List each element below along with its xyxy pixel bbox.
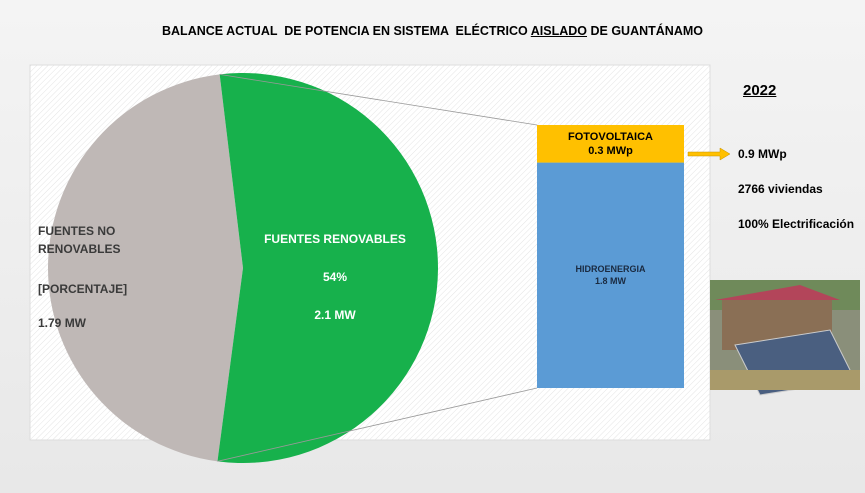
slice-name: FUENTES NO RENOVABLES xyxy=(38,224,121,256)
photo xyxy=(710,280,860,396)
title-part: BALANCE ACTUAL DE POTENCIA EN SISTEMA EL… xyxy=(162,24,531,38)
bar-segment xyxy=(537,162,684,388)
side-item: 100% Electrificación xyxy=(738,217,855,231)
chart-title: BALANCE ACTUAL DE POTENCIA EN SISTEMA EL… xyxy=(0,24,865,38)
slice-percent: 54% xyxy=(322,270,348,284)
title-part: DE GUANTÁNAMO xyxy=(587,24,703,38)
pie-slice xyxy=(217,73,438,463)
segment-name: FOTOVOLTAICA xyxy=(568,130,653,143)
arrow xyxy=(687,147,731,161)
connector xyxy=(219,74,538,126)
slice-name: FUENTES RENOVABLES xyxy=(264,232,406,246)
title-part: AISLADO xyxy=(530,24,588,38)
side-item: 2766 viviendas xyxy=(738,182,823,196)
bar-segment xyxy=(537,125,684,163)
connector xyxy=(217,387,538,462)
slice-percent: [PORCENTAJE] xyxy=(38,282,128,296)
segment-name: HIDROENERGIA xyxy=(575,264,646,275)
slice-power: 1.79 MW xyxy=(38,316,87,330)
pie-slice xyxy=(47,74,244,462)
segment-value: 0.3 MWp xyxy=(588,144,633,157)
year: 2022 xyxy=(743,82,777,99)
segment-value: 1.8 MW xyxy=(594,276,626,287)
side-item: 0.9 MWp xyxy=(738,147,787,161)
slice-power: 2.1 MW xyxy=(314,308,356,322)
